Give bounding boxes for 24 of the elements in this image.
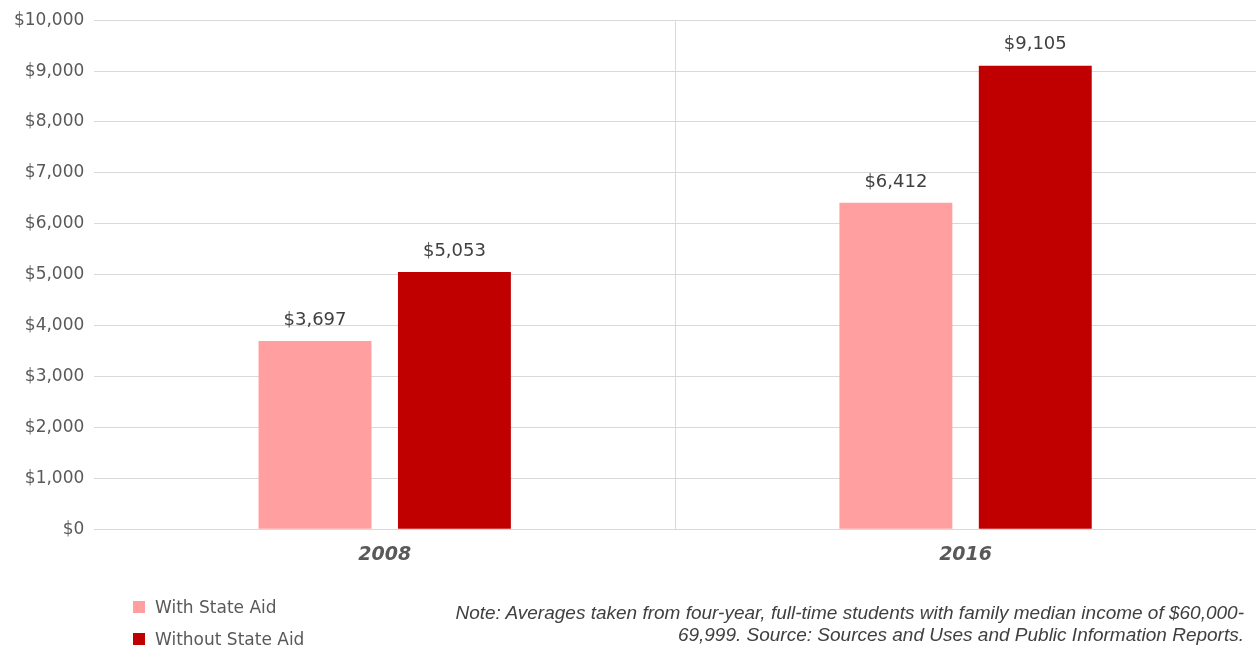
legend-label: Without State Aid (155, 629, 305, 649)
y-tick-label: $9,000 (24, 59, 85, 80)
bar (258, 341, 372, 529)
text: Note: Averages taken from four-year, full-time students with family median income of $60,000-69,999. Source: Sources and Uses and Public Information Reports. (454, 602, 1244, 646)
data-label: $9,105 (1003, 32, 1067, 54)
y-tick-label: $6,000 (24, 212, 85, 233)
data-label: $5,053 (422, 238, 486, 260)
y-tick-label: $7,000 (24, 161, 85, 182)
y-tick-label: $1,000 (24, 466, 85, 487)
x-tick-label: 2008 (358, 541, 412, 564)
y-tick-label: $4,000 (24, 314, 85, 335)
bar (839, 202, 953, 529)
y-tick-label: $8,000 (24, 110, 85, 131)
y-tick-label: $10,000 (13, 8, 85, 29)
data-label: $6,412 (864, 169, 928, 191)
data-label: $3,697 (283, 307, 347, 329)
y-tick-label: $0 (62, 517, 85, 538)
bar (978, 65, 1092, 529)
y-tick-label: $5,000 (24, 263, 85, 284)
y-tick-label: $3,000 (24, 364, 85, 385)
bar (397, 272, 511, 529)
y-tick-label: $2,000 (24, 415, 85, 436)
x-tick-label: 2016 (939, 541, 993, 564)
legend-label: With State Aid (155, 597, 277, 617)
